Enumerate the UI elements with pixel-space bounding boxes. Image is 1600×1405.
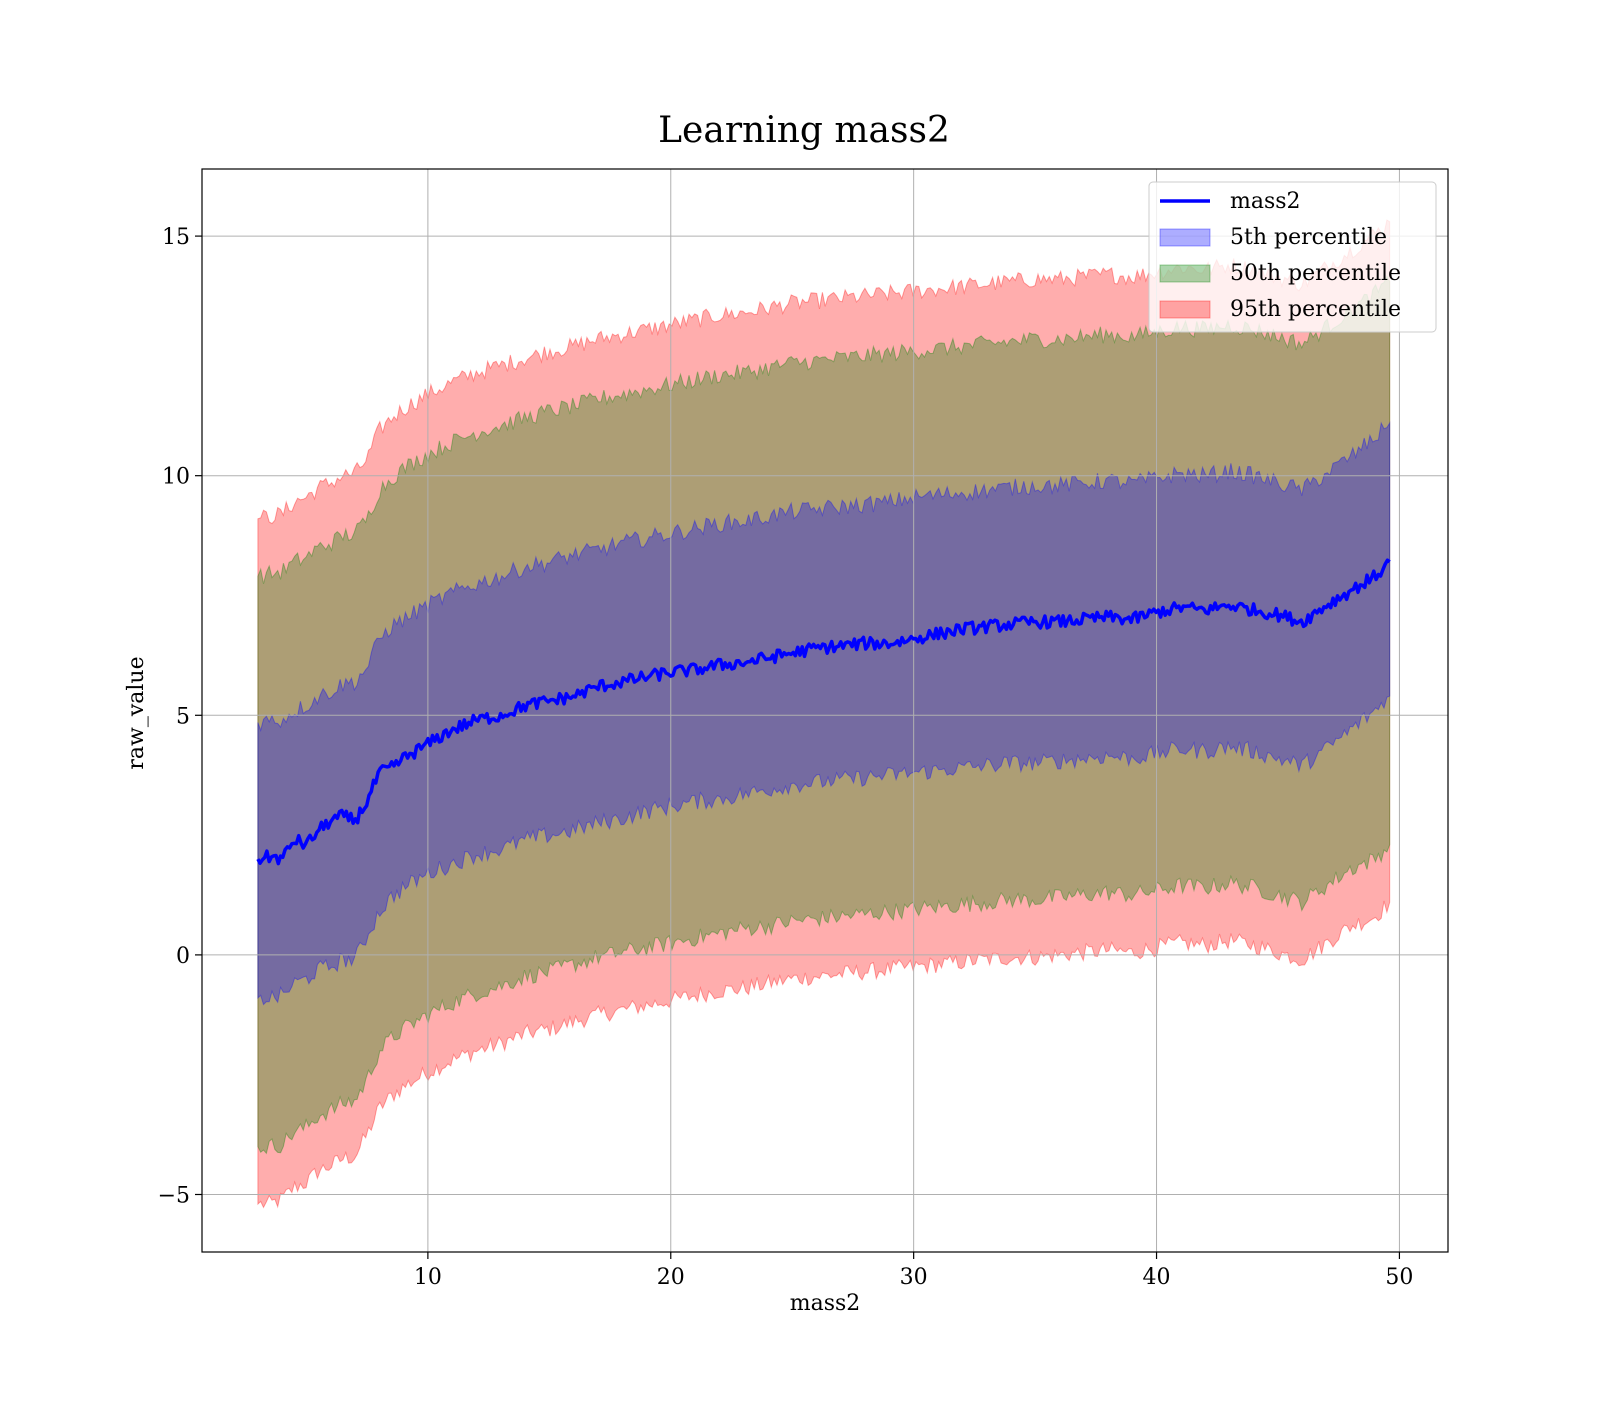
- legend-label: mass2: [1230, 189, 1301, 214]
- x-axis-label: mass2: [790, 1291, 861, 1316]
- legend-label: 50th percentile: [1230, 261, 1401, 286]
- chart-title: Learning mass2: [658, 110, 950, 151]
- y-tick-label: 0: [176, 944, 190, 969]
- legend-label: 95th percentile: [1230, 297, 1401, 322]
- x-tick-label: 20: [657, 1265, 685, 1290]
- legend-swatch-95th: [1159, 300, 1211, 319]
- series-line-mass2: [256, 558, 1391, 866]
- y-tick-label: 15: [162, 225, 190, 250]
- band-50th: [257, 275, 1391, 1155]
- x-tick-label: 30: [900, 1265, 928, 1290]
- line-layer: [256, 558, 1391, 866]
- legend-swatch-5th: [1159, 228, 1211, 247]
- y-axis-ticks: −5 0 5 10 15: [158, 225, 202, 1208]
- plot-area: [201, 168, 1449, 1253]
- band-95th: [257, 219, 1391, 1209]
- band-5th: [257, 421, 1391, 1006]
- y-tick-label: 10: [162, 465, 190, 490]
- x-tick-label: 40: [1143, 1265, 1171, 1290]
- grid-layer: [202, 169, 1448, 1252]
- plot-frame: [201, 168, 1449, 1253]
- plot-background: [202, 169, 1448, 1252]
- legend-label: 5th percentile: [1230, 225, 1387, 250]
- legend: mass2 5th percentile 50th percentile 95th p…: [1148, 181, 1437, 333]
- y-tick-label: 5: [176, 704, 190, 729]
- y-axis-label: raw_value: [124, 656, 149, 769]
- y-tick-label: −5: [158, 1183, 190, 1208]
- legend-frame: [1148, 181, 1437, 333]
- bands-layer: [257, 219, 1391, 1209]
- x-axis-ticks: 10 20 30 40 50: [414, 1252, 1413, 1290]
- legend-swatch-50th: [1159, 264, 1211, 283]
- x-tick-label: 50: [1385, 1265, 1413, 1290]
- x-tick-label: 10: [414, 1265, 442, 1290]
- legend-items: mass2 5th percentile 50th percentile 95th p…: [1159, 189, 1401, 322]
